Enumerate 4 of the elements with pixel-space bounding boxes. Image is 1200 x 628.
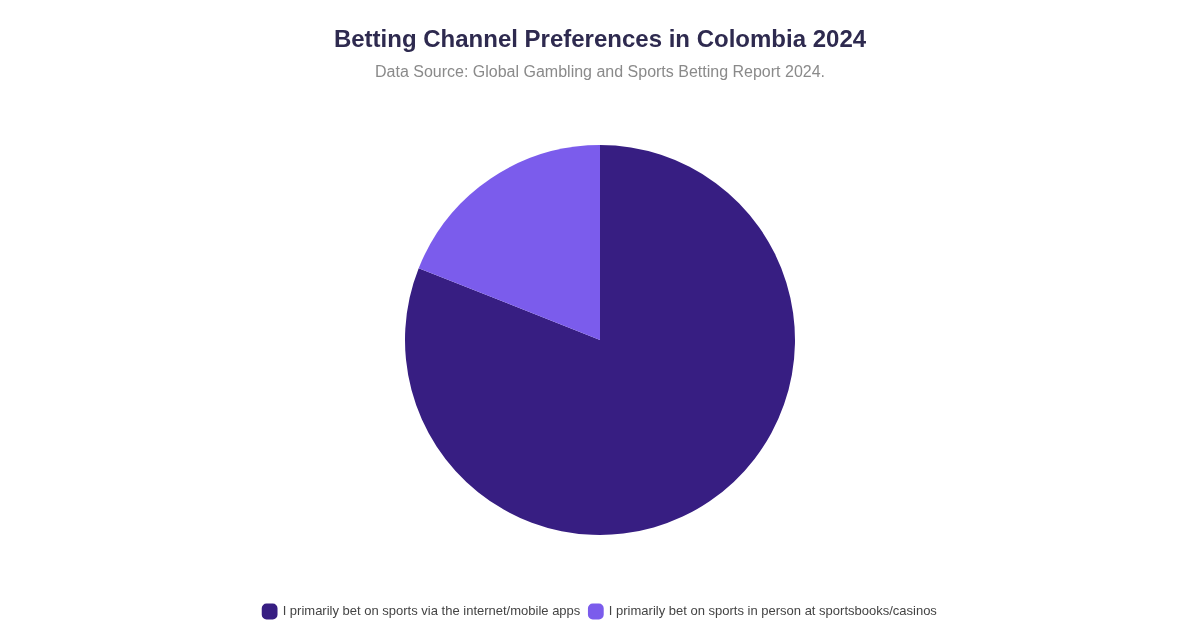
legend-label: I primarily bet on sports in person at sportsbooks/casinos	[608, 603, 938, 619]
legend-label: I primarily bet on sports via the internet/mobile apps	[282, 603, 581, 619]
chart-subtitle: Data Source: Global Gambling and Sports Betting Report 2024.	[374, 62, 826, 80]
chart-title: Betting Channel Preferences in Colombia 2024	[333, 25, 867, 53]
